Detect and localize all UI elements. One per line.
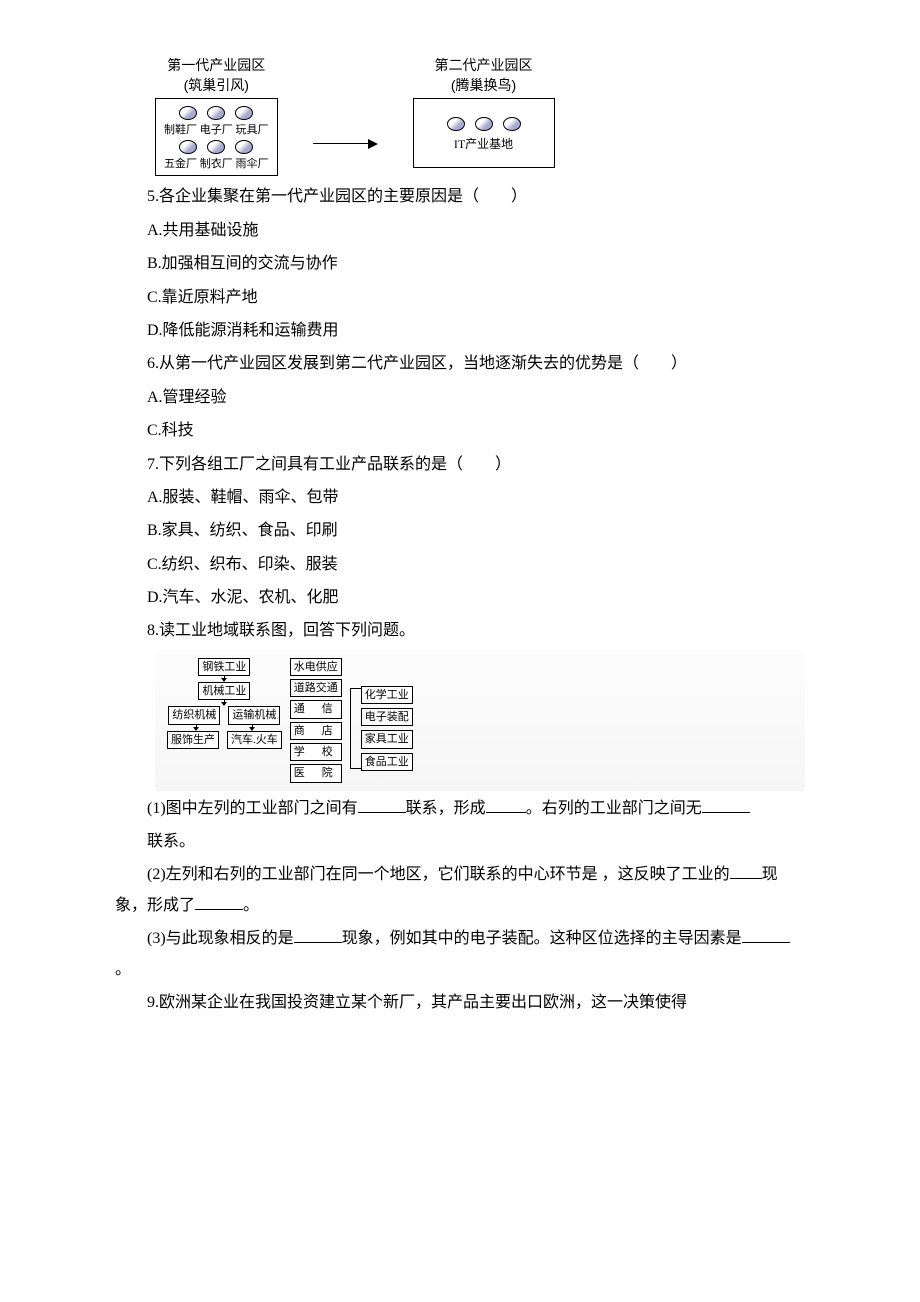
arrow-line-icon [313,143,368,144]
dg2-node-apparel: 服饰生产 [167,731,219,749]
factory-oval-icon [207,140,225,154]
dg2-middle-column: 水电供应 道路交通 通 信 商 店 学 校 医 院 [290,658,342,783]
dg2-pair-1: 纺织机械 运输机械 [168,706,280,724]
gen2-column: 第二代产业园区 (腾巢换鸟) IT产业基地 [413,56,555,168]
diagram-1-layout: 第一代产业园区 (筑巢引风) 制鞋厂 电子厂 玩具厂 五金厂 [155,56,805,176]
q8-1-text-b: 联系，形成 [406,800,486,817]
gen1-ovals-row1 [164,104,269,122]
dg2-right-group: 化学工业 电子装配 家具工业 食品工业 [350,686,413,771]
q6-option-a: A.管理经验 [115,383,805,413]
gen1-labels-row1: 制鞋厂 电子厂 玩具厂 [164,124,269,136]
fill-blank[interactable] [195,894,243,910]
factory-oval-icon [475,117,493,131]
q8-3: (3)与此现象相反的是 现象，例如其中的电子装配。这种区位选择的主导因素是。 [115,924,805,985]
q8-stem: 8.读工业地域联系图，回答下列问题。 [115,616,805,646]
dg2-node-hospital: 医 院 [290,764,342,782]
q6-option-c: C.科技 [115,416,805,446]
dg2-node-machinery: 机械工业 [198,682,250,700]
evolution-arrow [313,139,378,149]
gen2-box: IT产业基地 [413,98,555,168]
q7-option-c: C.纺织、织布、印染、服装 [115,550,805,580]
q9-stem: 9.欧洲某企业在我国投资建立某个新厂，其产品主要出口欧洲，这一决策使得 [115,988,805,1018]
fill-blank[interactable] [486,796,526,812]
fill-blank[interactable] [358,796,406,812]
q8-1-cont: 联系。 [115,827,805,857]
dg2-node-food: 食品工业 [361,753,413,771]
dg2-node-vehicle: 汽车.火车 [227,731,282,749]
q7-option-d: D.汽车、水泥、农机、化肥 [115,583,805,613]
dg2-node-steel: 钢铁工业 [198,658,250,676]
fill-blank[interactable] [702,796,750,812]
q8-2: (2)左列和右列的工业部门在同一个地区，它们联系的中心环节是 ，这反映了工业的现… [115,860,805,921]
fill-blank[interactable] [730,863,762,879]
dg2-node-school: 学 校 [290,743,342,761]
dg2-right-column: 化学工业 电子装配 家具工业 食品工业 [361,686,413,771]
q8-2-text-c: 。 [243,897,259,914]
bracket-icon [350,688,361,769]
gen2-heading: 第二代产业园区 (腾巢换鸟) [435,56,533,95]
q8-2-text-a: (2)左列和右列的工业部门在同一个地区，它们联系的中心环节是 ，这反映了工业的 [147,866,730,883]
q8-3-text-a: (3)与此现象相反的是 [147,930,294,947]
dg2-node-transport-mach: 运输机械 [228,706,280,724]
dg2-node-road: 道路交通 [290,679,342,697]
gen2-title-line2: (腾巢换鸟) [435,76,533,96]
gen2-title-line1: 第二代产业园区 [435,56,533,76]
q7-stem: 7.下列各组工厂之间具有工业产品联系的是（ ） [115,450,805,480]
factory-oval-icon [179,140,197,154]
q5-option-c: C.靠近原料产地 [115,283,805,313]
dg2-node-shop: 商 店 [290,722,342,740]
fill-blank[interactable] [294,927,342,943]
q8-1-text-a: (1)图中左列的工业部门之间有 [147,800,358,817]
fill-blank[interactable] [742,927,790,943]
q8-3-text-b: 现象，例如其中的电子装配。这种区位选择的主导因素是 [342,930,742,947]
q7-option-b: B.家具、纺织、食品、印刷 [115,516,805,546]
dg2-node-furniture: 家具工业 [361,730,413,748]
gen1-ovals-row2 [164,138,269,156]
factory-oval-icon [179,106,197,120]
gen1-column: 第一代产业园区 (筑巢引风) 制鞋厂 电子厂 玩具厂 五金厂 [155,56,278,176]
diagram-2: 钢铁工业 机械工业 纺织机械 运输机械 服饰生产 汽车.火车 水电供应 道路交通… [155,650,805,791]
gen2-ovals [447,115,521,133]
gen1-heading: 第一代产业园区 (筑巢引风) [167,56,265,95]
dg2-node-comm: 通 信 [290,700,342,718]
q8-1-text-c: 。右列的工业部门之间无 [526,800,702,817]
dg2-node-elec: 电子装配 [361,708,413,726]
q7-option-a: A.服装、鞋帽、雨伞、包带 [115,483,805,513]
q5-stem: 5.各企业集聚在第一代产业园区的主要原因是（ ） [115,182,805,212]
q8-1: (1)图中左列的工业部门之间有 联系，形成 。右列的工业部门之间无 [115,794,805,824]
arrow-head-icon [368,139,378,149]
factory-oval-icon [503,117,521,131]
dg2-node-power: 水电供应 [290,658,342,676]
dg2-node-chem: 化学工业 [361,686,413,704]
factory-oval-icon [235,140,253,154]
gen2-label: IT产业基地 [454,138,513,151]
q5-option-d: D.降低能源消耗和运输费用 [115,316,805,346]
q8-3-text-c: 。 [115,961,131,978]
q5-option-b: B.加强相互间的交流与协作 [115,249,805,279]
factory-oval-icon [447,117,465,131]
dg2-left-column: 钢铁工业 机械工业 纺织机械 运输机械 服饰生产 汽车.火车 [167,658,282,749]
page-content: 第一代产业园区 (筑巢引风) 制鞋厂 电子厂 玩具厂 五金厂 [0,0,920,1071]
q5-option-a: A.共用基础设施 [115,216,805,246]
gen1-title-line2: (筑巢引风) [167,76,265,96]
dg2-node-textile-mach: 纺织机械 [168,706,220,724]
factory-oval-icon [207,106,225,120]
gen1-box: 制鞋厂 电子厂 玩具厂 五金厂 制衣厂 雨伞厂 [155,98,278,176]
gen1-title-line1: 第一代产业园区 [167,56,265,76]
factory-oval-icon [235,106,253,120]
dg2-pair-2: 服饰生产 汽车.火车 [167,731,282,749]
q6-stem: 6.从第一代产业园区发展到第二代产业园区，当地逐渐失去的优势是（ ） [115,349,805,379]
gen1-labels-row2: 五金厂 制衣厂 雨伞厂 [164,158,269,170]
diagram-1: 第一代产业园区 (筑巢引风) 制鞋厂 电子厂 玩具厂 五金厂 [155,56,805,176]
